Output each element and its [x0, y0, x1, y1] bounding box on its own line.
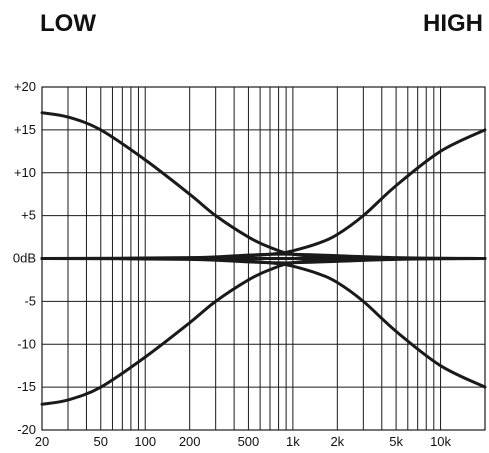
y-tick-label: -15: [17, 379, 36, 394]
response-curves: [40, 111, 487, 406]
response-curve-2: [40, 256, 487, 406]
low-band-heading: LOW: [40, 10, 96, 37]
x-tick-label: 5k: [389, 434, 403, 449]
high-band-heading: HIGH: [423, 10, 483, 37]
x-tick-label: 50: [94, 434, 108, 449]
y-tick-label: +15: [14, 122, 36, 137]
x-tick-label: 200: [179, 434, 201, 449]
response-curve-3: [40, 128, 487, 261]
x-tick-label: 500: [238, 434, 260, 449]
y-tick-label: +5: [21, 208, 36, 223]
response-curve-4: [40, 256, 487, 389]
y-tick-label: -20: [17, 422, 36, 437]
x-tick-label: 100: [134, 434, 156, 449]
y-tick-label: -5: [24, 293, 36, 308]
response-curve-1: [40, 111, 487, 261]
x-tick-label: 10k: [430, 434, 451, 449]
y-tick-label: +20: [14, 79, 36, 94]
y-tick-label: -10: [17, 336, 36, 351]
x-axis-ticks: 20 50 100 200 500 1k 2k 5k 10k: [35, 434, 452, 449]
x-tick-label: 20: [35, 434, 49, 449]
y-tick-label: +10: [14, 165, 36, 180]
x-tick-label: 1k: [286, 434, 300, 449]
x-tick-label: 2k: [330, 434, 344, 449]
y-axis-ticks: +20 +15 +10 +5 0dB -5 -10 -15 -20: [13, 79, 36, 437]
y-tick-label: 0dB: [13, 251, 36, 266]
